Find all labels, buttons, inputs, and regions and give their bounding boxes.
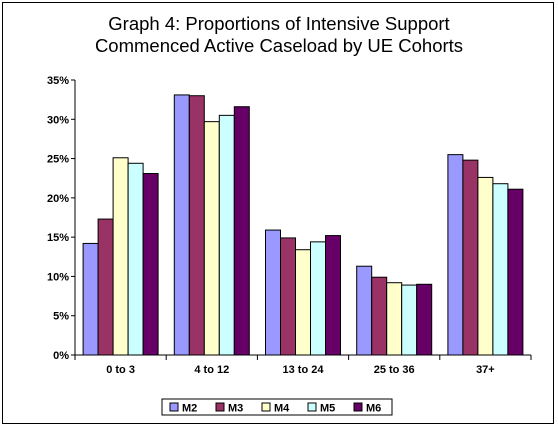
bar-m4 <box>295 249 311 356</box>
chart-title-line-1: Graph 4: Proportions of Intensive Suppor… <box>108 13 450 34</box>
bar-m6 <box>325 235 341 356</box>
bar-m5 <box>492 183 509 356</box>
x-tick-label: 13 to 24 <box>283 364 325 376</box>
legend-swatch-m5 <box>307 402 317 412</box>
legend-swatch-m2 <box>169 402 179 412</box>
x-tick-label: 25 to 36 <box>374 364 415 376</box>
chart-title-line-2: Commenced Active Caseload by UE Cohorts <box>94 35 464 56</box>
bar-m2 <box>173 94 190 356</box>
bar-m6 <box>233 106 250 356</box>
bar-m6 <box>416 283 433 356</box>
bar-m3 <box>188 95 205 356</box>
bar-m6 <box>142 173 159 356</box>
x-tick-label: 4 to 12 <box>194 364 229 376</box>
bar-m5 <box>310 241 326 356</box>
y-tick-label: 15% <box>47 232 69 244</box>
x-tick-label: 37+ <box>476 364 495 376</box>
y-tick-label: 30% <box>47 114 69 126</box>
bar-m4 <box>386 282 403 356</box>
legend-label-m6: M6 <box>366 403 381 415</box>
bar-m2 <box>265 229 281 356</box>
legend-swatch-m4 <box>261 402 271 412</box>
bar-m4 <box>112 157 129 356</box>
y-tick-label: 20% <box>47 193 69 205</box>
legend-label-m3: M3 <box>228 403 243 415</box>
y-tick-label: 5% <box>53 311 69 323</box>
bar-m5 <box>127 162 144 356</box>
bar-m2 <box>82 242 99 356</box>
bar-m3 <box>97 218 114 356</box>
y-tick-label: 0% <box>53 350 69 362</box>
legend-swatch-m6 <box>353 402 363 412</box>
bar-m4 <box>203 121 220 356</box>
bar-m5 <box>401 284 418 356</box>
x-tick-label: 0 to 3 <box>106 364 135 376</box>
legend-label-m5: M5 <box>320 403 335 415</box>
legend-label-m2: M2 <box>182 403 197 415</box>
bar-m2 <box>447 154 464 356</box>
legend-swatch-m3 <box>215 402 225 412</box>
y-tick-label: 35% <box>47 75 69 87</box>
chart-title: Graph 4: Proportions of Intensive Suppor… <box>3 13 555 57</box>
bar-m4 <box>477 176 494 356</box>
bar-m6 <box>507 188 524 356</box>
bar-m3 <box>371 276 388 356</box>
bar-m3 <box>462 159 479 356</box>
bar-m5 <box>218 114 235 356</box>
bar-m2 <box>356 265 373 356</box>
y-tick-label: 25% <box>47 154 69 166</box>
y-tick-label: 10% <box>47 271 69 283</box>
legend-label-m4: M4 <box>274 403 290 415</box>
bar-m3 <box>280 237 296 356</box>
